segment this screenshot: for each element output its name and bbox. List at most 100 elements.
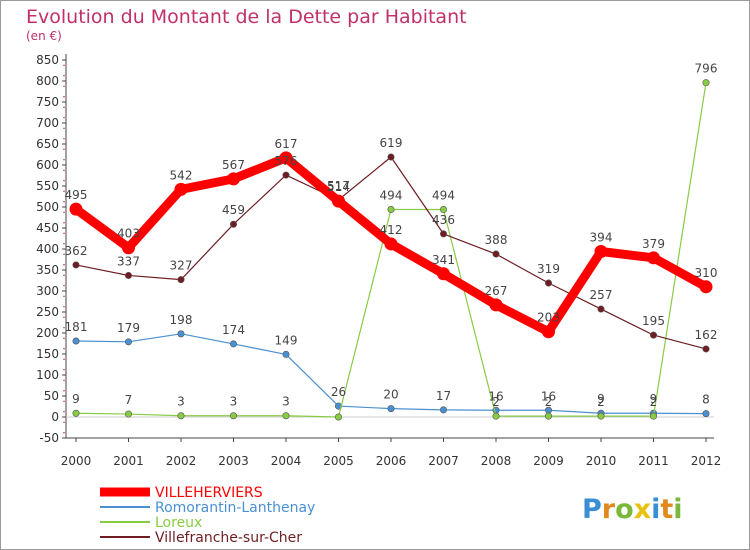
legend-label-villefranche-sur-cher: Villefranche-sur-Cher [155, 530, 302, 546]
point-villeherviers [384, 237, 398, 251]
y-tick-label: 150 [36, 347, 59, 361]
data-label-villeherviers: 379 [642, 237, 665, 251]
data-label-villeherviers: 495 [65, 188, 88, 202]
point-villeherviers [489, 298, 503, 312]
data-label-villefranche-sur-cher: 327 [170, 259, 193, 273]
y-tick-label: 400 [36, 242, 59, 256]
point-villeherviers [437, 267, 450, 281]
legend-label-loreux: Loreux [155, 515, 202, 531]
logo-letter: P [582, 494, 602, 525]
y-tick-label: 250 [36, 305, 59, 319]
data-label-loreux: 3 [177, 395, 185, 409]
y-tick-label: -50 [39, 431, 59, 445]
data-label-romorantin-lanthenay: 174 [222, 323, 245, 337]
data-label-villefranche-sur-cher: 162 [695, 328, 718, 342]
point-villefranche-sur-cher [439, 230, 447, 238]
point-loreux [702, 79, 710, 87]
data-label-villeherviers: 617 [275, 137, 298, 151]
data-label-villeherviers: 514 [327, 180, 350, 194]
data-label-loreux: 796 [695, 62, 718, 76]
point-villefranche-sur-cher [597, 305, 605, 313]
data-label-romorantin-lanthenay: 179 [117, 321, 140, 335]
logo-letter: i [673, 494, 682, 525]
data-label-villefranche-sur-cher: 459 [222, 203, 245, 217]
data-label-villefranche-sur-cher: 436 [432, 213, 455, 227]
legend-label-romorantin-lanthenay: Romorantin-Lanthenay [155, 500, 315, 516]
data-label-villeherviers: 203 [537, 311, 560, 325]
data-label-romorantin-lanthenay: 16 [488, 389, 503, 403]
data-label-villeherviers: 403 [117, 227, 140, 241]
point-villefranche-sur-cher [125, 271, 133, 279]
logo-letter: x [634, 494, 651, 525]
data-label-loreux: 2 [545, 395, 553, 409]
point-romorantin-lanthenay [177, 330, 185, 338]
logo-text: Proxiti [582, 494, 683, 525]
y-tick-label: 450 [36, 221, 59, 235]
y-tick-label: 800 [36, 74, 59, 88]
point-loreux [649, 412, 657, 420]
point-romorantin-lanthenay [702, 410, 710, 418]
data-label-romorantin-lanthenay: 181 [65, 320, 88, 334]
data-label-villeherviers: 412 [380, 223, 403, 237]
data-label-romorantin-lanthenay: 8 [702, 393, 710, 407]
point-romorantin-lanthenay [282, 350, 290, 358]
point-loreux [125, 410, 133, 418]
point-romorantin-lanthenay [230, 340, 238, 348]
data-label-loreux: 2 [597, 395, 605, 409]
point-romorantin-lanthenay [439, 406, 447, 414]
y-tick-label: 550 [36, 179, 59, 193]
point-villefranche-sur-cher [177, 276, 185, 284]
legend-label-villeherviers: VILLEHERVIERS [155, 485, 263, 501]
point-villefranche-sur-cher [72, 261, 80, 269]
data-label-villefranche-sur-cher: 257 [590, 288, 613, 302]
x-tick-label: 2005 [323, 454, 354, 468]
data-label-loreux: 2 [492, 395, 500, 409]
data-label-villefranche-sur-cher: 319 [537, 262, 560, 276]
point-villeherviers [699, 280, 713, 294]
data-label-villeherviers: 567 [222, 158, 245, 172]
point-villefranche-sur-cher [492, 250, 500, 258]
data-label-romorantin-lanthenay: 9 [650, 392, 658, 406]
x-tick-label: 2010 [586, 454, 617, 468]
point-villefranche-sur-cher [387, 153, 395, 161]
point-villeherviers [174, 182, 188, 196]
axes: -50 0 50 100 150 200 250 300 350 400 450 500 550 600 6… [36, 53, 721, 468]
chart-title: Evolution du Montant de la Dette par Hab… [26, 6, 467, 28]
point-loreux [177, 412, 185, 420]
y-tick-label: 100 [36, 368, 59, 382]
chart-subtitle: (en €) [26, 29, 62, 43]
point-villeherviers [227, 172, 240, 186]
y-tick-label: 350 [36, 263, 59, 277]
y-tick-label: 600 [36, 158, 59, 172]
point-villeherviers [332, 194, 345, 208]
point-romorantin-lanthenay [72, 337, 80, 345]
point-villeherviers [542, 325, 555, 339]
legend: VILLEHERVIERSRomorantin-LanthenayLoreuxV… [100, 485, 315, 546]
point-loreux [492, 412, 500, 420]
logo-letter: o [615, 494, 634, 525]
point-loreux [230, 412, 238, 420]
point-villeherviers [594, 245, 608, 259]
y-tick-label: 300 [36, 284, 59, 298]
x-tick-label: 2009 [533, 454, 564, 468]
data-label-loreux: 7 [125, 393, 133, 407]
point-romorantin-lanthenay [387, 405, 395, 413]
data-label-villeherviers: 542 [170, 168, 193, 182]
data-label-villefranche-sur-cher: 388 [485, 233, 508, 247]
point-loreux [282, 412, 290, 420]
point-loreux [597, 412, 605, 420]
data-label-romorantin-lanthenay: 9 [597, 392, 605, 406]
logo-letter: t [660, 494, 673, 525]
data-label-romorantin-lanthenay: 26 [331, 385, 346, 399]
data-label-villefranche-sur-cher: 619 [380, 136, 403, 150]
series-layer [69, 79, 713, 421]
data-label-romorantin-lanthenay: 20 [383, 388, 398, 402]
x-tick-label: 2011 [638, 454, 669, 468]
data-label-romorantin-lanthenay: 149 [275, 333, 298, 347]
data-label-romorantin-lanthenay: 17 [436, 389, 451, 403]
y-tick-label: 0 [51, 410, 59, 424]
data-label-villefranche-sur-cher: 195 [642, 314, 665, 328]
y-tick-label: 500 [36, 200, 59, 214]
point-romorantin-lanthenay [125, 338, 133, 346]
